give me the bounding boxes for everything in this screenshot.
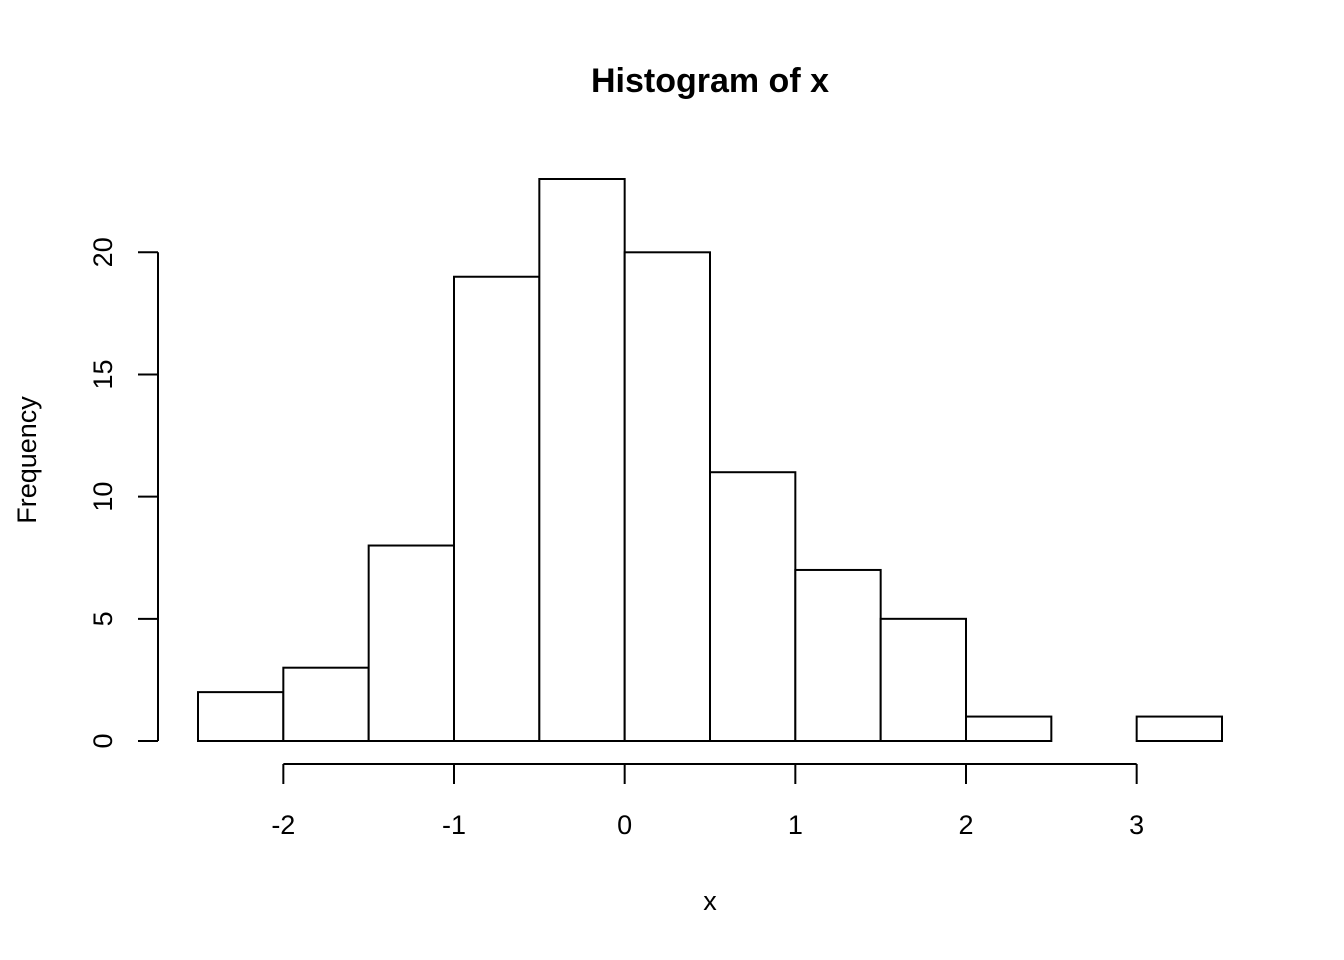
y-axis-label: Frequency	[12, 396, 42, 524]
y-axis: 0 5 10 15 20	[88, 237, 159, 749]
histogram-bar-11	[1135, 715, 1223, 743]
histogram-bar-6	[709, 471, 797, 742]
histogram-bar-1	[282, 666, 370, 743]
histogram-bar-2	[367, 544, 455, 742]
y-tick-label-0: 0	[88, 733, 118, 748]
y-tick-label-2: 10	[88, 482, 118, 512]
y-tick-label-1: 5	[88, 611, 118, 626]
histogram-bar-0	[197, 691, 285, 742]
chart-title: Histogram of x	[591, 62, 829, 100]
histogram-bar-8	[879, 617, 968, 743]
histogram-bar-3	[453, 275, 541, 742]
x-axis-label: x	[703, 886, 717, 916]
histogram-bar-9	[965, 715, 1053, 743]
y-tick-label-4: 20	[88, 237, 118, 267]
x-tick-label-0: -2	[271, 810, 295, 840]
y-tick-label-3: 15	[88, 359, 118, 389]
histogram-bar-4	[538, 178, 626, 742]
histogram-bar-5	[623, 251, 712, 742]
x-axis: -2 -1 0 1 2 3	[271, 763, 1144, 840]
histogram-bar-7	[794, 568, 882, 743]
x-tick-label-1: -1	[442, 810, 466, 840]
x-tick-label-5: 3	[1129, 810, 1144, 840]
bars-group	[197, 178, 1223, 743]
x-tick-label-4: 2	[958, 810, 973, 840]
x-tick-label-3: 1	[788, 810, 803, 840]
x-tick-label-2: 0	[617, 810, 632, 840]
